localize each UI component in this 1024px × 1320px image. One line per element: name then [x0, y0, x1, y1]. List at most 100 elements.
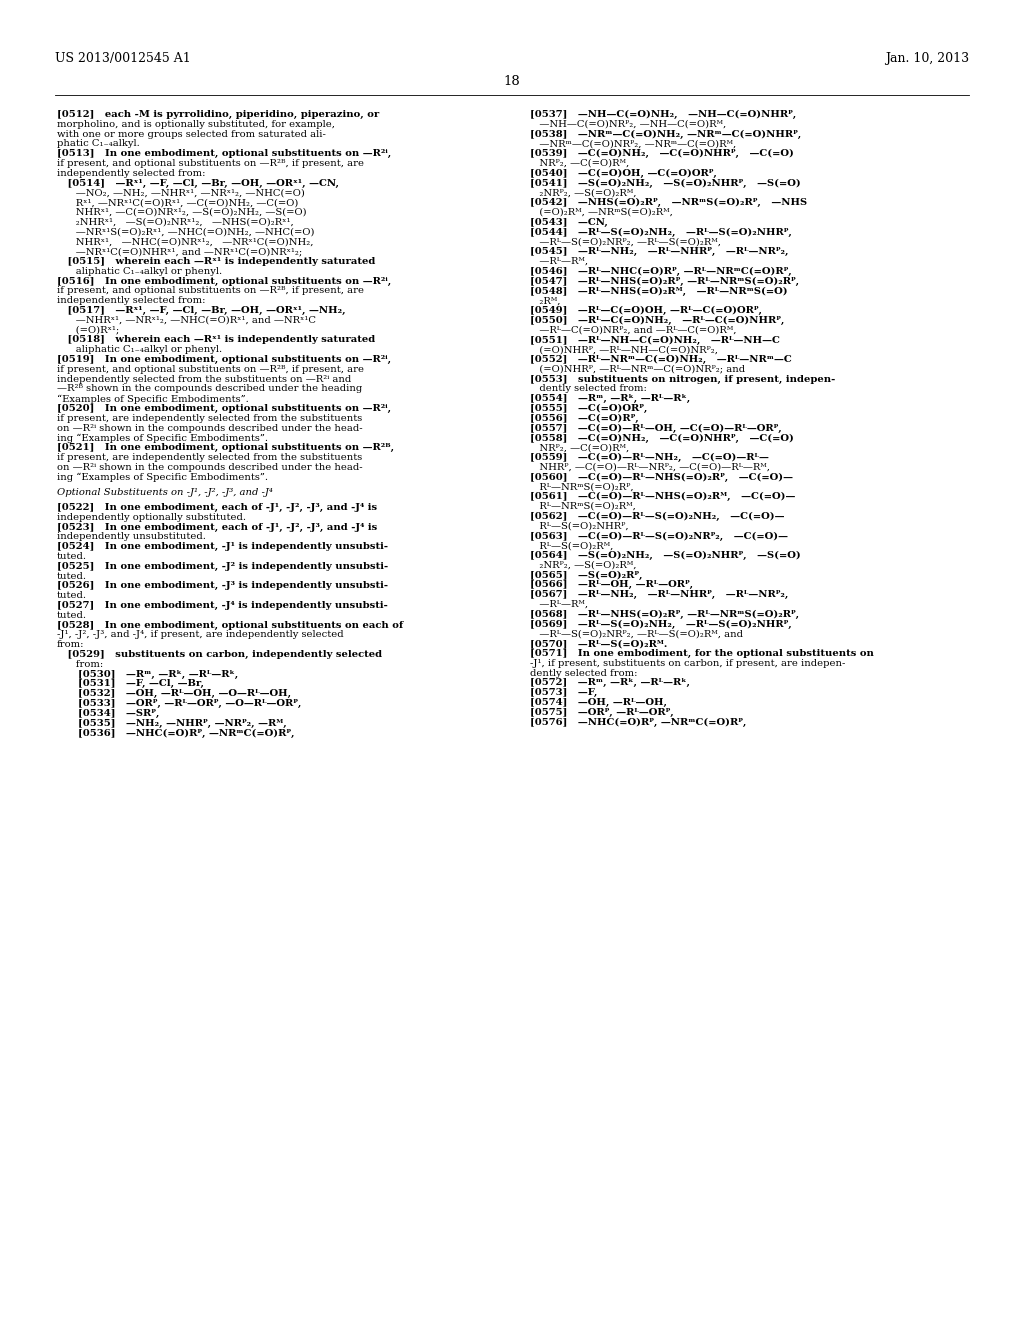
Text: [0543]   —CN,: [0543] —CN,: [530, 218, 608, 227]
Text: [0541]   —S(=O)₂NH₂,   —S(=O)₂NHRᴾ,   —S(=O): [0541] —S(=O)₂NH₂, —S(=O)₂NHRᴾ, —S(=O): [530, 178, 801, 187]
Text: [0549]   —Rᴸ—C(=O)OH, —Rᴸ—C(=O)ORᴾ,: [0549] —Rᴸ—C(=O)OH, —Rᴸ—C(=O)ORᴾ,: [530, 306, 762, 315]
Text: [0555]   —C(=O)ORᴾ,: [0555] —C(=O)ORᴾ,: [530, 404, 647, 413]
Text: [0569]   —Rᴸ—S(=O)₂NH₂,   —Rᴸ—S(=O)₂NHRᴾ,: [0569] —Rᴸ—S(=O)₂NH₂, —Rᴸ—S(=O)₂NHRᴾ,: [530, 619, 792, 628]
Text: dently selected from:: dently selected from:: [530, 384, 647, 393]
Text: if present, and optional substituents on —R²ᴮ, if present, are: if present, and optional substituents on…: [57, 286, 364, 296]
Text: [0546]   —Rᴸ—NHC(=O)Rᴾ, —Rᴸ—NRᵐC(=O)Rᴾ,: [0546] —Rᴸ—NHC(=O)Rᴾ, —Rᴸ—NRᵐC(=O)Rᴾ,: [530, 267, 792, 276]
Text: —NH—C(=O)NRᴾ₂, —NH—C(=O)Rᴹ,: —NH—C(=O)NRᴾ₂, —NH—C(=O)Rᴹ,: [530, 120, 726, 129]
Text: if present, are independently selected from the substituents: if present, are independently selected f…: [57, 413, 362, 422]
Text: (=O)NHRᴾ, —Rᴸ—NRᵐ—C(=O)NRᴾ₂; and: (=O)NHRᴾ, —Rᴸ—NRᵐ—C(=O)NRᴾ₂; and: [530, 364, 745, 374]
Text: —Rᴸ—Rᴹ,: —Rᴸ—Rᴹ,: [530, 257, 588, 267]
Text: [0523]   In one embodiment, each of -J¹, -J², -J³, and -J⁴ is: [0523] In one embodiment, each of -J¹, -…: [57, 523, 377, 532]
Text: (=O)₂Rᴹ, —NRᵐS(=O)₂Rᴹ,: (=O)₂Rᴹ, —NRᵐS(=O)₂Rᴹ,: [530, 209, 673, 216]
Text: on —R²ⁱ shown in the compounds described under the head-: on —R²ⁱ shown in the compounds described…: [57, 463, 362, 471]
Text: [0559]   —C(=O)—Rᴸ—NH₂,   —C(=O)—Rᴸ—: [0559] —C(=O)—Rᴸ—NH₂, —C(=O)—Rᴸ—: [530, 453, 769, 462]
Text: [0544]   —Rᴸ—S(=O)₂NH₂,   —Rᴸ—S(=O)₂NHRᴾ,: [0544] —Rᴸ—S(=O)₂NH₂, —Rᴸ—S(=O)₂NHRᴾ,: [530, 227, 792, 236]
Text: —NRˣ¹S(=O)₂Rˣ¹, —NHC(=O)NH₂, —NHC(=O): —NRˣ¹S(=O)₂Rˣ¹, —NHC(=O)NH₂, —NHC(=O): [57, 227, 314, 236]
Text: —NRᵐ—C(=O)NRᴾ₂, —NRᵐ—C(=O)Rᴹ,: —NRᵐ—C(=O)NRᴾ₂, —NRᵐ—C(=O)Rᴹ,: [530, 140, 736, 148]
Text: if present, and optional substituents on —R²ᴮ, if present, are: if present, and optional substituents on…: [57, 158, 364, 168]
Text: [0566]   —Rᴸ—OH, —Rᴸ—ORᴾ,: [0566] —Rᴸ—OH, —Rᴸ—ORᴾ,: [530, 581, 693, 590]
Text: NHRᴾ, —C(=O)—Rᴸ—NRᴾ₂, —C(=O)—Rᴸ—Rᴹ,: NHRᴾ, —C(=O)—Rᴸ—NRᴾ₂, —C(=O)—Rᴸ—Rᴹ,: [530, 463, 770, 471]
Text: [0514]   —Rˣ¹, —F, —Cl, —Br, —OH, —ORˣ¹, —CN,: [0514] —Rˣ¹, —F, —Cl, —Br, —OH, —ORˣ¹, —…: [57, 178, 339, 187]
Text: —Rᴸ—S(=O)₂NRᴾ₂, —Rᴸ—S(=O)₂Rᴹ, and: —Rᴸ—S(=O)₂NRᴾ₂, —Rᴸ—S(=O)₂Rᴹ, and: [530, 630, 743, 639]
Text: [0563]   —C(=O)—Rᴸ—S(=O)₂NRᴾ₂,   —C(=O)—: [0563] —C(=O)—Rᴸ—S(=O)₂NRᴾ₂, —C(=O)—: [530, 532, 788, 541]
Text: dently selected from:: dently selected from:: [530, 669, 638, 677]
Text: from:: from:: [57, 640, 85, 649]
Text: [0512]   each -M is pyrrolidino, piperidino, piperazino, or: [0512] each -M is pyrrolidino, piperidin…: [57, 110, 379, 119]
Text: —NRˣ¹C(=O)NHRˣ¹, and —NRˣ¹C(=O)NRˣ¹₂;: —NRˣ¹C(=O)NHRˣ¹, and —NRˣ¹C(=O)NRˣ¹₂;: [57, 247, 302, 256]
Text: [0538]   —NRᵐ—C(=O)NH₂, —NRᵐ—C(=O)NHRᴾ,: [0538] —NRᵐ—C(=O)NH₂, —NRᵐ—C(=O)NHRᴾ,: [530, 129, 801, 139]
Text: [0534]   —SRᴾ,: [0534] —SRᴾ,: [57, 709, 160, 718]
Text: [0567]   —Rᴸ—NH₂,   —Rᴸ—NHRᴾ,   —Rᴸ—NRᴾ₂,: [0567] —Rᴸ—NH₂, —Rᴸ—NHRᴾ, —Rᴸ—NRᴾ₂,: [530, 590, 788, 599]
Text: from:: from:: [57, 660, 103, 669]
Text: [0550]   —Rᴸ—C(=O)NH₂,   —Rᴸ—C(=O)NHRᴾ,: [0550] —Rᴸ—C(=O)NH₂, —Rᴸ—C(=O)NHRᴾ,: [530, 315, 784, 325]
Text: [0568]   —Rᴸ—NHS(=O)₂Rᴾ, —Rᴸ—NRᵐS(=O)₂Rᴾ,: [0568] —Rᴸ—NHS(=O)₂Rᴾ, —Rᴸ—NRᵐS(=O)₂Rᴾ,: [530, 610, 799, 619]
Text: tuted.: tuted.: [57, 591, 87, 601]
Text: [0519]   In one embodiment, optional substituents on —R²ⁱ,: [0519] In one embodiment, optional subst…: [57, 355, 391, 364]
Text: [0556]   —C(=O)Rᴾ,: [0556] —C(=O)Rᴾ,: [530, 413, 639, 422]
Text: US 2013/0012545 A1: US 2013/0012545 A1: [55, 51, 190, 65]
Text: [0548]   —Rᴸ—NHS(=O)₂Rᴹ,   —Rᴸ—NRᵐS(=O): [0548] —Rᴸ—NHS(=O)₂Rᴹ, —Rᴸ—NRᵐS(=O): [530, 286, 787, 296]
Text: [0536]   —NHC(=O)Rᴾ, —NRᵐC(=O)Rᴾ,: [0536] —NHC(=O)Rᴾ, —NRᵐC(=O)Rᴾ,: [57, 729, 295, 738]
Text: —NHRˣ¹, —NRˣ¹₂, —NHC(=O)Rˣ¹, and —NRˣ¹C: —NHRˣ¹, —NRˣ¹₂, —NHC(=O)Rˣ¹, and —NRˣ¹C: [57, 315, 316, 325]
Text: [0570]   —Rᴸ—S(=O)₂Rᴹ.: [0570] —Rᴸ—S(=O)₂Rᴹ.: [530, 639, 668, 648]
Text: Jan. 10, 2013: Jan. 10, 2013: [885, 51, 969, 65]
Text: [0526]   In one embodiment, -J³ is independently unsubsti-: [0526] In one embodiment, -J³ is indepen…: [57, 581, 388, 590]
Text: [0518]   wherein each —Rˣ¹ is independently saturated: [0518] wherein each —Rˣ¹ is independentl…: [57, 335, 375, 345]
Text: independently optionally substituted.: independently optionally substituted.: [57, 512, 246, 521]
Text: Rᴸ—NRᵐS(=O)₂Rᴹ,: Rᴸ—NRᵐS(=O)₂Rᴹ,: [530, 502, 636, 511]
Text: [0573]   —F,: [0573] —F,: [530, 688, 597, 697]
Text: [0532]   —OH, —Rᴸ—OH, —O—Rᴸ—OH,: [0532] —OH, —Rᴸ—OH, —O—Rᴸ—OH,: [57, 689, 291, 698]
Text: ₂NHRˣ¹,   —S(=O)₂NRˣ¹₂,   —NHS(=O)₂Rˣ¹,: ₂NHRˣ¹, —S(=O)₂NRˣ¹₂, —NHS(=O)₂Rˣ¹,: [57, 218, 294, 227]
Text: NHRˣ¹, —C(=O)NRˣ¹₂, —S(=O)₂NH₂, —S(=O): NHRˣ¹, —C(=O)NRˣ¹₂, —S(=O)₂NH₂, —S(=O): [57, 209, 306, 216]
Text: [0529]   substituents on carbon, independently selected: [0529] substituents on carbon, independe…: [57, 649, 382, 659]
Text: ₂Rᴹ,: ₂Rᴹ,: [530, 296, 560, 305]
Text: [0539]   —C(=O)NH₂,   —C(=O)NHRᴾ,   —C(=O): [0539] —C(=O)NH₂, —C(=O)NHRᴾ, —C(=O): [530, 149, 794, 158]
Text: ing “Examples of Specific Embodiments”.: ing “Examples of Specific Embodiments”.: [57, 433, 268, 442]
Text: -J¹, -J², -J³, and -J⁴, if present, are independently selected: -J¹, -J², -J³, and -J⁴, if present, are …: [57, 631, 344, 639]
Text: independently unsubstituted.: independently unsubstituted.: [57, 532, 206, 541]
Text: [0558]   —C(=O)NH₂,   —C(=O)NHRᴾ,   —C(=O): [0558] —C(=O)NH₂, —C(=O)NHRᴾ, —C(=O): [530, 433, 794, 442]
Text: ₂NRᴾ₂, —S(=O)₂Rᴹ,: ₂NRᴾ₂, —S(=O)₂Rᴹ,: [530, 189, 637, 198]
Text: if present, and optional substituents on —R²ᴮ, if present, are: if present, and optional substituents on…: [57, 364, 364, 374]
Text: [0564]   —S(=O)₂NH₂,   —S(=O)₂NHRᴾ,   —S(=O): [0564] —S(=O)₂NH₂, —S(=O)₂NHRᴾ, —S(=O): [530, 550, 801, 560]
Text: [0545]   —Rᴸ—NH₂,   —Rᴸ—NHRᴾ,   —Rᴸ—NRᴾ₂,: [0545] —Rᴸ—NH₂, —Rᴸ—NHRᴾ, —Rᴸ—NRᴾ₂,: [530, 247, 788, 256]
Text: Rᴸ—S(=O)₂NHRᴾ,: Rᴸ—S(=O)₂NHRᴾ,: [530, 521, 629, 531]
Text: [0537]   —NH—C(=O)NH₂,   —NH—C(=O)NHRᴾ,: [0537] —NH—C(=O)NH₂, —NH—C(=O)NHRᴾ,: [530, 110, 797, 119]
Text: independently selected from:: independently selected from:: [57, 296, 206, 305]
Text: [0540]   —C(=O)OH, —C(=O)ORᴾ,: [0540] —C(=O)OH, —C(=O)ORᴾ,: [530, 169, 717, 178]
Text: [0547]   —Rᴸ—NHS(=O)₂Rᴾ, —Rᴸ—NRᵐS(=O)₂Rᴾ,: [0547] —Rᴸ—NHS(=O)₂Rᴾ, —Rᴸ—NRᵐS(=O)₂Rᴾ,: [530, 277, 799, 285]
Text: [0521]   In one embodiment, optional substituents on —R²ᴮ,: [0521] In one embodiment, optional subst…: [57, 444, 394, 453]
Text: Rˣ¹, —NRˣ¹C(=O)Rˣ¹, —C(=O)NH₂, —C(=O): Rˣ¹, —NRˣ¹C(=O)Rˣ¹, —C(=O)NH₂, —C(=O): [57, 198, 298, 207]
Text: “Examples of Specific Embodiments”.: “Examples of Specific Embodiments”.: [57, 395, 249, 404]
Text: ing “Examples of Specific Embodiments”.: ing “Examples of Specific Embodiments”.: [57, 473, 268, 482]
Text: aliphatic C₁₋₄alkyl or phenyl.: aliphatic C₁₋₄alkyl or phenyl.: [57, 267, 222, 276]
Text: tuted.: tuted.: [57, 552, 87, 561]
Text: tuted.: tuted.: [57, 572, 87, 581]
Text: [0533]   —ORᴾ, —Rᴸ—ORᴾ, —O—Rᴸ—ORᴾ,: [0533] —ORᴾ, —Rᴸ—ORᴾ, —O—Rᴸ—ORᴾ,: [57, 700, 301, 708]
Text: —Rᴸ—Rᴹ,: —Rᴸ—Rᴹ,: [530, 601, 588, 609]
Text: [0535]   —NH₂, —NHRᴾ, —NRᴾ₂, —Rᴹ,: [0535] —NH₂, —NHRᴾ, —NRᴾ₂, —Rᴹ,: [57, 718, 287, 727]
Text: on —R²ⁱ shown in the compounds described under the head-: on —R²ⁱ shown in the compounds described…: [57, 424, 362, 433]
Text: —R²ᴮ shown in the compounds described under the heading: —R²ᴮ shown in the compounds described un…: [57, 384, 362, 393]
Text: [0576]   —NHC(=O)Rᴾ, —NRᵐC(=O)Rᴾ,: [0576] —NHC(=O)Rᴾ, —NRᵐC(=O)Rᴾ,: [530, 718, 746, 727]
Text: [0562]   —C(=O)—Rᴸ—S(=O)₂NH₂,   —C(=O)—: [0562] —C(=O)—Rᴸ—S(=O)₂NH₂, —C(=O)—: [530, 512, 784, 521]
Text: [0530]   —Rᵐ, —Rᵏ, —Rᴸ—Rᵏ,: [0530] —Rᵐ, —Rᵏ, —Rᴸ—Rᵏ,: [57, 669, 239, 678]
Text: [0542]   —NHS(=O)₂Rᴾ,   —NRᵐS(=O)₂Rᴾ,   —NHS: [0542] —NHS(=O)₂Rᴾ, —NRᵐS(=O)₂Rᴾ, —NHS: [530, 198, 807, 207]
Text: —Rᴸ—S(=O)₂NRᴾ₂, —Rᴸ—S(=O)₂Rᴹ,: —Rᴸ—S(=O)₂NRᴾ₂, —Rᴸ—S(=O)₂Rᴹ,: [530, 238, 721, 247]
Text: morpholino, and is optionally substituted, for example,: morpholino, and is optionally substitute…: [57, 120, 335, 129]
Text: —Rᴸ—C(=O)NRᴾ₂, and —Rᴸ—C(=O)Rᴹ,: —Rᴸ—C(=O)NRᴾ₂, and —Rᴸ—C(=O)Rᴹ,: [530, 326, 736, 334]
Text: (=O)NHRᴾ, —Rᴸ—NH—C(=O)NRᴾ₂,: (=O)NHRᴾ, —Rᴸ—NH—C(=O)NRᴾ₂,: [530, 346, 718, 354]
Text: [0565]   —S(=O)₂Rᴾ,: [0565] —S(=O)₂Rᴾ,: [530, 570, 642, 579]
Text: phatic C₁₋₄alkyl.: phatic C₁₋₄alkyl.: [57, 140, 139, 148]
Text: Rᴸ—NRᵐS(=O)₂Rᴾ,: Rᴸ—NRᵐS(=O)₂Rᴾ,: [530, 482, 634, 491]
Text: aliphatic C₁₋₄alkyl or phenyl.: aliphatic C₁₋₄alkyl or phenyl.: [57, 346, 222, 354]
Text: [0528]   In one embodiment, optional substituents on each of: [0528] In one embodiment, optional subst…: [57, 620, 403, 630]
Text: independently selected from:: independently selected from:: [57, 169, 206, 178]
Text: [0524]   In one embodiment, -J¹ is independently unsubsti-: [0524] In one embodiment, -J¹ is indepen…: [57, 543, 388, 552]
Text: [0531]   —F, —Cl, —Br,: [0531] —F, —Cl, —Br,: [57, 680, 204, 689]
Text: [0515]   wherein each —Rˣ¹ is independently saturated: [0515] wherein each —Rˣ¹ is independentl…: [57, 257, 376, 267]
Text: [0561]   —C(=O)—Rᴸ—NHS(=O)₂Rᴹ,   —C(=O)—: [0561] —C(=O)—Rᴸ—NHS(=O)₂Rᴹ, —C(=O)—: [530, 492, 796, 502]
Text: [0571]   In one embodiment, for the optional substituents on: [0571] In one embodiment, for the option…: [530, 649, 873, 657]
Text: [0520]   In one embodiment, optional substituents on —R²ⁱ,: [0520] In one embodiment, optional subst…: [57, 404, 391, 413]
